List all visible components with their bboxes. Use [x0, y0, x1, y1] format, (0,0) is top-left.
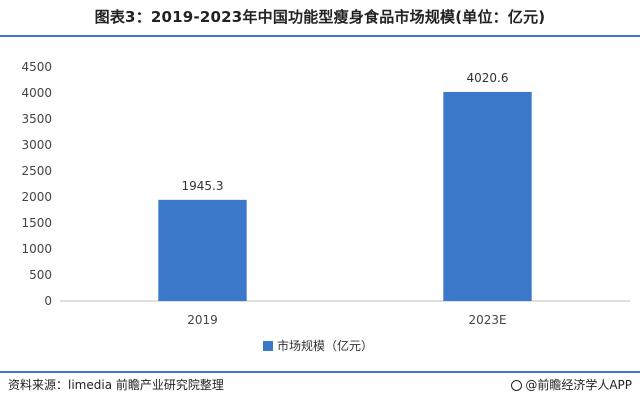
y-tick-label: 1500: [21, 216, 52, 230]
y-tick-label: 500: [29, 268, 52, 282]
y-tick-label: 0: [44, 294, 52, 308]
x-tick-label: 2023E: [468, 313, 506, 327]
credit-note: @前瞻经济学人APP: [511, 376, 632, 393]
y-tick-label: 4500: [21, 60, 52, 74]
y-tick-label: 3000: [21, 138, 52, 152]
bar: [158, 199, 247, 301]
x-tick-label: 2019: [187, 313, 218, 327]
y-tick-label: 3500: [21, 112, 52, 126]
y-tick-label: 2500: [21, 164, 52, 178]
bar-data-label: 4020.6: [467, 71, 509, 85]
credit-text: @前瞻经济学人APP: [525, 378, 632, 392]
chart-title: 图表3：2019-2023年中国功能型瘦身食品市场规模(单位：亿元): [94, 8, 546, 26]
source-note: 资料来源：limedia 前瞻产业研究院整理: [8, 378, 224, 392]
legend-label: 市场规模（亿元）: [277, 338, 373, 353]
bar-data-label: 1945.3: [182, 179, 224, 193]
bottom-rule: [0, 371, 640, 373]
copyright-icon: [511, 380, 523, 391]
bar: [443, 91, 532, 301]
y-tick-label: 4000: [21, 86, 52, 100]
top-rule: [0, 35, 640, 37]
y-tick-label: 2000: [21, 190, 52, 204]
y-tick-label: 1000: [21, 242, 52, 256]
legend-swatch: [263, 341, 273, 351]
